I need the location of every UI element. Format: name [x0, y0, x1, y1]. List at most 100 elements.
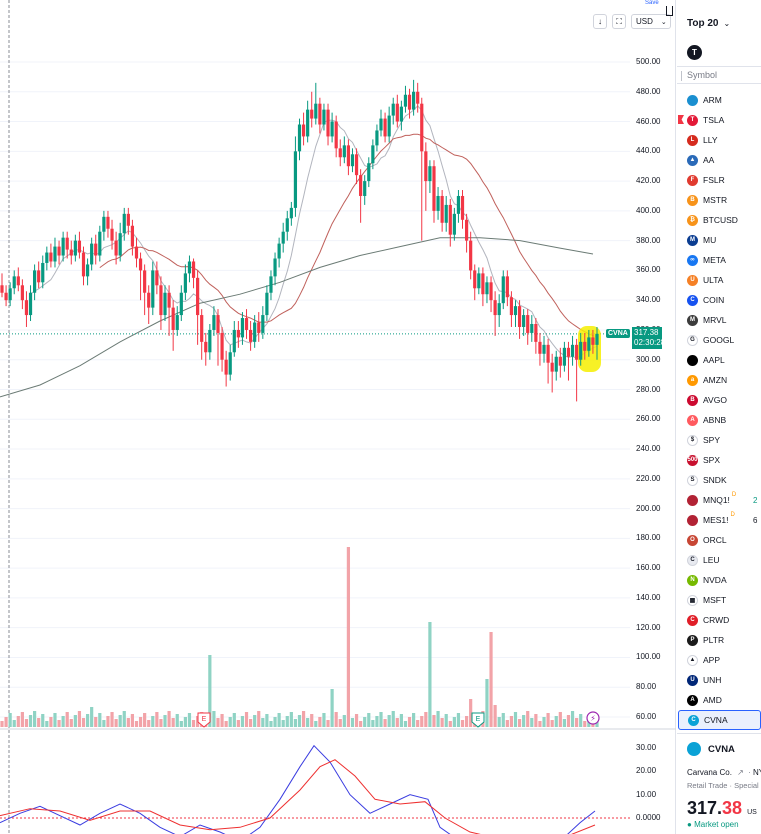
tsla-logo-icon: T [687, 114, 698, 126]
details-header[interactable]: CVNA [687, 742, 761, 756]
candle-body [163, 292, 167, 316]
candle-body [122, 213, 126, 234]
volume-bar [110, 712, 114, 727]
volume-bar [37, 718, 41, 727]
price-tick-label: 260.00 [636, 414, 661, 424]
candle-body [265, 292, 269, 316]
currency-select[interactable]: USD ⌄ [631, 14, 671, 29]
candle-body [407, 94, 412, 110]
watchlist-item-avgo[interactable]: B AVGO [677, 390, 761, 410]
candle-body [538, 341, 542, 354]
candle-body [53, 246, 57, 262]
price-tick-label: 180.00 [636, 533, 661, 543]
watchlist-item-pltr[interactable]: P PLTR [677, 630, 761, 650]
watchlist-item-arm[interactable]: ARM [677, 90, 761, 110]
watchlist-item-unh[interactable]: U UNH [677, 670, 761, 690]
watchlist-item-fslr[interactable]: F FSLR [677, 170, 761, 190]
candle-body [77, 240, 82, 253]
candle-body [94, 243, 98, 256]
watchlist-item-mu[interactable]: M MU [677, 230, 761, 250]
ulta-logo-icon: U [687, 274, 698, 286]
volume-bar [94, 717, 98, 727]
avatar[interactable]: T [687, 45, 702, 60]
symbol-label: MU [703, 235, 717, 245]
watchlist-item-aapl[interactable]: AAPL [677, 350, 761, 370]
volume-bar [236, 720, 240, 727]
arm-logo-icon [687, 94, 698, 106]
watchlist-selector[interactable]: Top 20 ⌄ [677, 0, 761, 52]
external-link-icon[interactable]: ↗ [737, 768, 744, 777]
fullscreen-icon[interactable]: ⛶ [612, 14, 626, 29]
candle-body [387, 115, 391, 137]
oscillator-fast-line [0, 744, 596, 834]
watchlist-item-mes1[interactable]: MES1! D 6 [677, 510, 761, 530]
watchlist-item-mrvl[interactable]: M MRVL [677, 310, 761, 330]
watchlist-item-btcusd[interactable]: ₿ BTCUSD [677, 210, 761, 230]
candle-body [281, 231, 285, 244]
volume-bar [45, 721, 49, 727]
symbol-label: ABNB [703, 415, 727, 425]
volume-bar [191, 720, 196, 727]
candle-body [155, 270, 159, 286]
chart-area[interactable]: E E ⚡ ↓ ⛶ USD ⌄ Save 500.00 480.00 460.00 440… [0, 0, 676, 834]
price-integer: 317. [687, 798, 723, 818]
candle-body [517, 306, 522, 327]
volume-bar [179, 721, 183, 727]
candle-body [395, 103, 399, 122]
watchlist-item-orcl[interactable]: O ORCL [677, 530, 761, 550]
watchlist-item-lly[interactable]: L LLY [677, 130, 761, 150]
volume-bar [354, 714, 359, 727]
volume-bar [371, 720, 375, 727]
volume-bar [106, 716, 110, 727]
download-icon[interactable]: ↓ [593, 14, 607, 29]
watchlist-item-googl[interactable]: G GOOGL [677, 330, 761, 350]
volume-bar [546, 713, 550, 727]
volume-bar [310, 714, 314, 727]
ma-mid-line [99, 133, 598, 337]
candle-body [90, 243, 94, 265]
candle-body [4, 292, 8, 301]
volume-bar [41, 714, 45, 727]
watchlist-item-aa[interactable]: ▲ AA [677, 150, 761, 170]
watchlist-item-crwd[interactable]: C CRWD [677, 610, 761, 630]
volume-bar [314, 721, 318, 727]
watchlist-item-leu[interactable]: C LEU [677, 550, 761, 570]
watchlist-item-sndk[interactable]: S SNDK [677, 470, 761, 490]
ma-fast-line [30, 105, 598, 359]
price-tick-label: 480.00 [636, 86, 661, 96]
save-link[interactable]: Save [645, 0, 659, 6]
watchlist-item-meta[interactable]: ∞ META [677, 250, 761, 270]
watchlist-item-spy[interactable]: $ SPY [677, 430, 761, 450]
watchlist-item-app[interactable]: ▲ APP [677, 650, 761, 670]
column-header-symbol[interactable]: Symbol [677, 66, 761, 84]
watchlist-item-nvda[interactable]: N NVDA [677, 570, 761, 590]
volume-bar [28, 715, 33, 727]
watchlist-item-abnb[interactable]: A ABNB [677, 410, 761, 430]
candle-body [216, 315, 220, 333]
cvna-logo-icon [687, 742, 701, 756]
volume-bar [232, 713, 236, 727]
leu-logo-icon: C [687, 554, 698, 566]
watchlist-item-cvna[interactable]: C CVNA [678, 710, 761, 730]
watchlist-item-amd[interactable]: A AMD [677, 690, 761, 710]
watchlist-item-mstr[interactable]: B MSTR [677, 190, 761, 210]
volume-bar [212, 711, 216, 727]
market-status-label: Market open [694, 820, 739, 829]
chart-canvas[interactable]: E E ⚡ [0, 0, 676, 834]
candle-body [240, 318, 245, 338]
candle-body [126, 213, 130, 226]
watchlist-item-amzn[interactable]: a AMZN [677, 370, 761, 390]
watchlist-item-spx[interactable]: 500 SPX [677, 450, 761, 470]
candle-body [350, 154, 355, 167]
watchlist-item-mnq1[interactable]: MNQ1! D 2 [677, 490, 761, 510]
volume-bar [53, 713, 57, 727]
watchlist-item-ulta[interactable]: U ULTA [677, 270, 761, 290]
watchlist-item-coin[interactable]: C COIN [677, 290, 761, 310]
watchlist-item-msft[interactable]: ▦ MSFT [677, 590, 761, 610]
candle-body [257, 322, 261, 333]
price-decimals: 38 [722, 798, 743, 818]
watchlist-item-tsla[interactable]: T TSLA [677, 110, 761, 130]
candle-body [301, 124, 306, 137]
volume-bar [285, 716, 289, 727]
mes1-logo-icon [687, 514, 698, 526]
